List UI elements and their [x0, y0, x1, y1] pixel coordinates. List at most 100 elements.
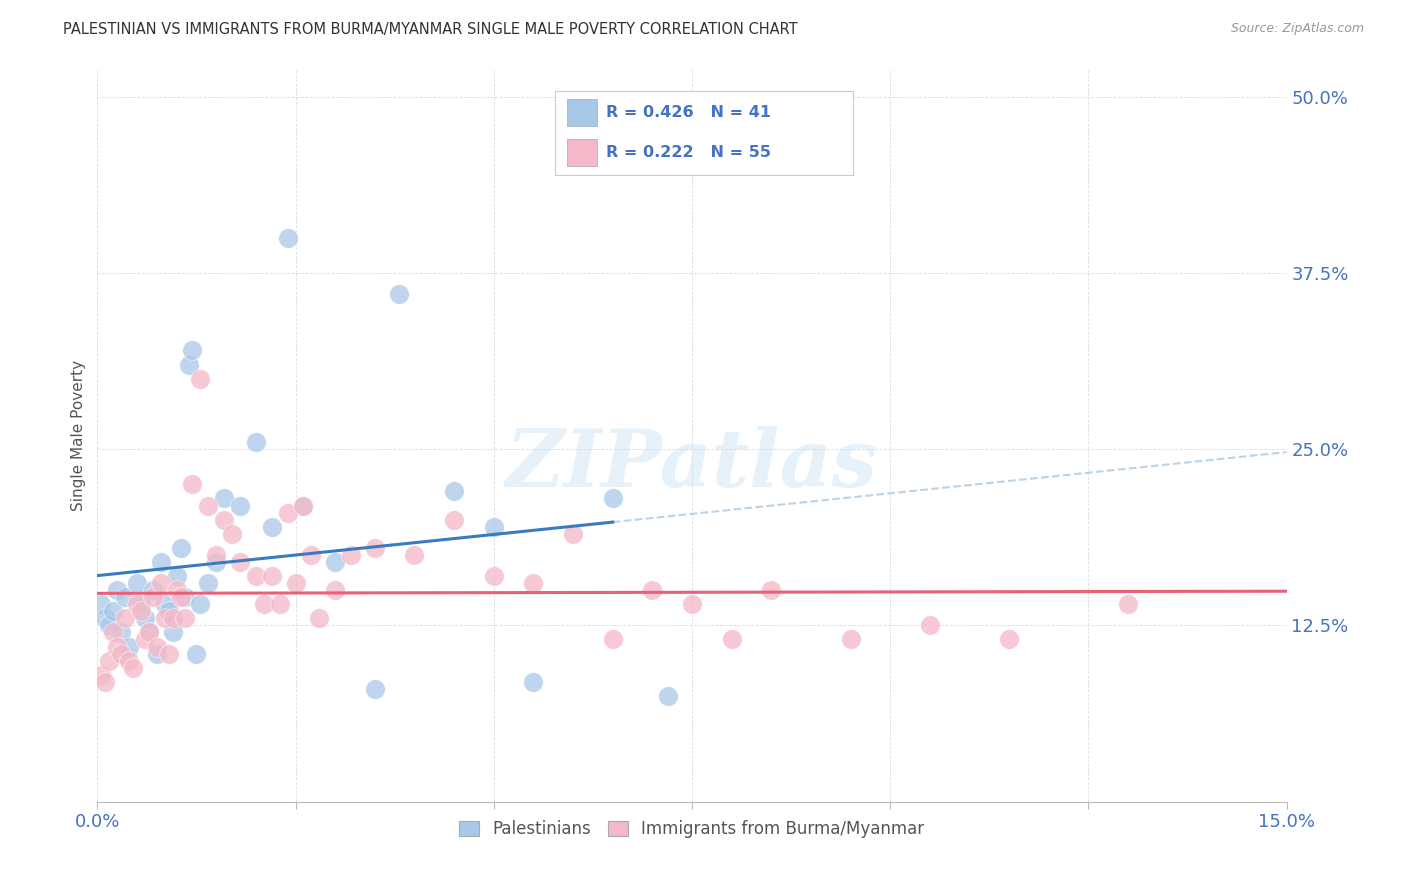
Point — [125, 597, 148, 611]
Point — [118, 640, 141, 654]
Point — [98, 618, 121, 632]
Point — [90, 597, 112, 611]
Point — [292, 499, 315, 513]
Point — [761, 583, 783, 598]
Point — [998, 632, 1021, 647]
Point — [657, 689, 679, 703]
Point — [166, 583, 188, 598]
Point — [641, 583, 664, 598]
Point — [157, 647, 180, 661]
Point — [134, 611, 156, 625]
Point — [177, 358, 200, 372]
Point — [292, 499, 315, 513]
Point — [105, 640, 128, 654]
Point — [681, 597, 703, 611]
Point — [142, 583, 165, 598]
Point — [173, 611, 195, 625]
Point — [245, 435, 267, 450]
Point — [153, 597, 176, 611]
Point — [197, 499, 219, 513]
Point — [190, 597, 212, 611]
Point — [205, 555, 228, 569]
Point — [103, 604, 125, 618]
Point — [146, 647, 169, 661]
Point — [129, 597, 152, 611]
Point — [197, 576, 219, 591]
Point — [94, 611, 117, 625]
Point — [482, 519, 505, 533]
Point — [284, 576, 307, 591]
Point — [522, 674, 544, 689]
Point — [221, 526, 243, 541]
Point — [162, 611, 184, 625]
Point — [138, 625, 160, 640]
Point — [918, 618, 941, 632]
Point — [122, 660, 145, 674]
Point — [308, 611, 330, 625]
Point — [90, 667, 112, 681]
Point — [169, 590, 191, 604]
Point — [443, 484, 465, 499]
Point — [125, 576, 148, 591]
Point — [205, 548, 228, 562]
Point — [138, 625, 160, 640]
Point — [245, 569, 267, 583]
Point — [114, 590, 136, 604]
Point — [602, 632, 624, 647]
Point — [186, 647, 208, 661]
Point — [277, 506, 299, 520]
Point — [482, 569, 505, 583]
Text: PALESTINIAN VS IMMIGRANTS FROM BURMA/MYANMAR SINGLE MALE POVERTY CORRELATION CHA: PALESTINIAN VS IMMIGRANTS FROM BURMA/MYA… — [63, 22, 797, 37]
Point — [162, 625, 184, 640]
Point — [110, 647, 132, 661]
Point — [522, 576, 544, 591]
Point — [229, 555, 252, 569]
Point — [340, 548, 363, 562]
Point — [253, 597, 276, 611]
Point — [212, 513, 235, 527]
Point — [173, 590, 195, 604]
Point — [142, 590, 165, 604]
Point — [149, 576, 172, 591]
Point — [146, 640, 169, 654]
Point — [212, 491, 235, 506]
Point — [364, 681, 387, 696]
Point — [118, 654, 141, 668]
Point — [166, 569, 188, 583]
Point — [323, 555, 346, 569]
Y-axis label: Single Male Poverty: Single Male Poverty — [72, 359, 86, 510]
Point — [229, 499, 252, 513]
Point — [364, 541, 387, 555]
Point — [190, 372, 212, 386]
Point — [110, 625, 132, 640]
Point — [98, 654, 121, 668]
Point — [149, 555, 172, 569]
Point — [169, 541, 191, 555]
Point — [277, 230, 299, 244]
Point — [105, 583, 128, 598]
Point — [103, 625, 125, 640]
Text: ZIPatlas: ZIPatlas — [506, 425, 877, 503]
Legend: Palestinians, Immigrants from Burma/Myanmar: Palestinians, Immigrants from Burma/Myan… — [453, 814, 931, 845]
Point — [134, 632, 156, 647]
Point — [181, 343, 204, 358]
Point — [181, 477, 204, 491]
Point — [153, 611, 176, 625]
Text: Source: ZipAtlas.com: Source: ZipAtlas.com — [1230, 22, 1364, 36]
Point — [443, 513, 465, 527]
Point — [299, 548, 322, 562]
Point — [129, 604, 152, 618]
Point — [839, 632, 862, 647]
Point — [562, 526, 585, 541]
Point — [404, 548, 426, 562]
Point — [260, 519, 283, 533]
Point — [114, 611, 136, 625]
Point — [269, 597, 291, 611]
Point — [260, 569, 283, 583]
Point — [323, 583, 346, 598]
Point — [720, 632, 742, 647]
Point — [388, 287, 411, 301]
Point — [1116, 597, 1139, 611]
Point — [94, 674, 117, 689]
Point — [602, 491, 624, 506]
